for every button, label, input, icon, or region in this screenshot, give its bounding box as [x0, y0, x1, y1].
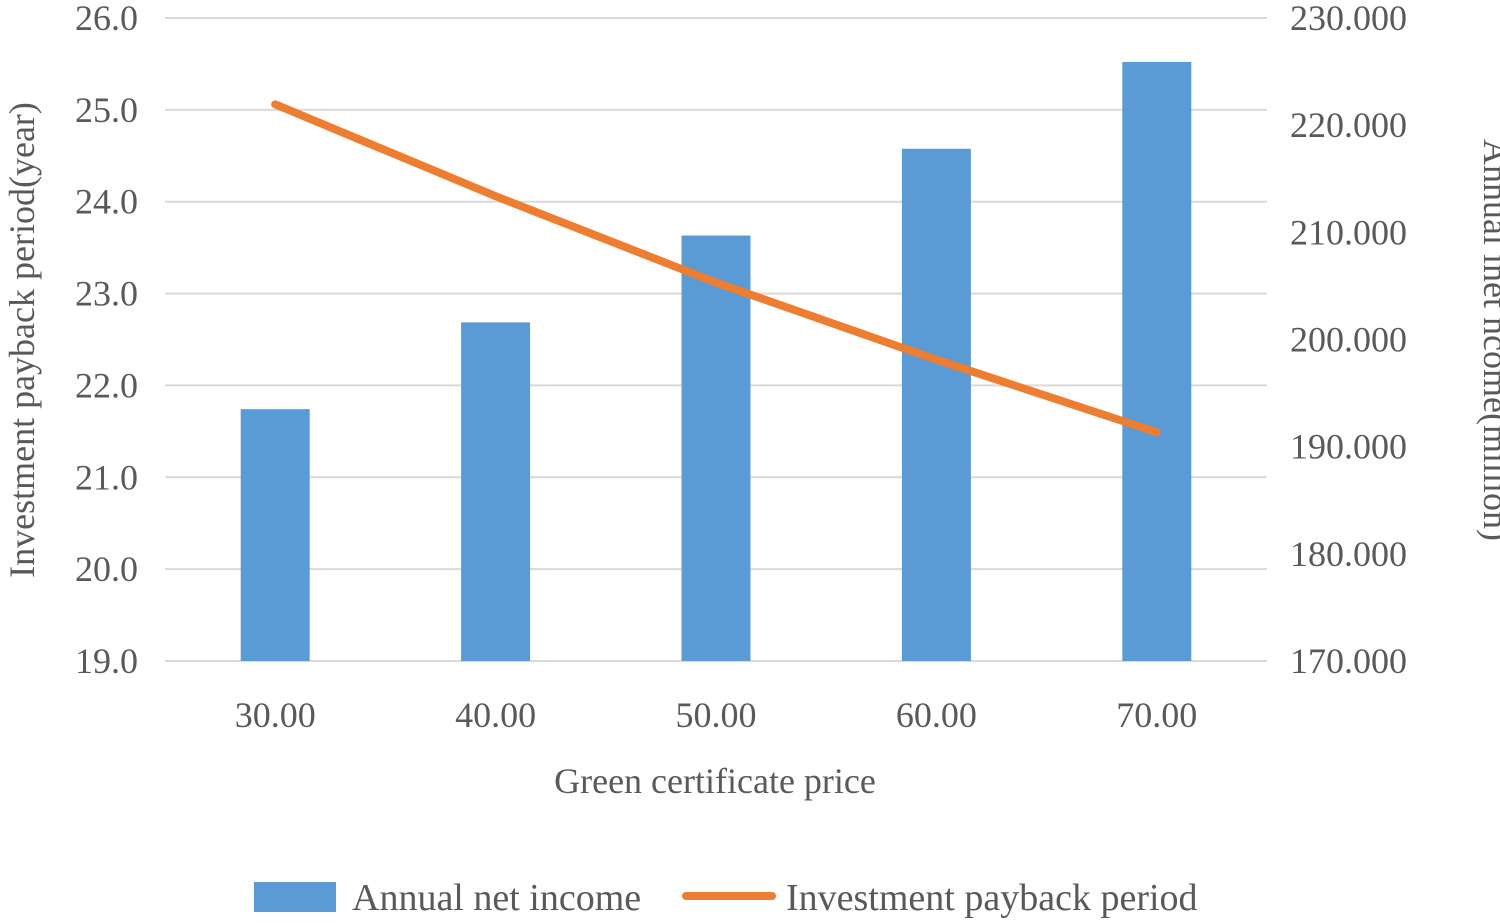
legend: Annual net income Investment payback per… — [254, 877, 1198, 919]
right-tick-label: 200.000 — [1290, 320, 1407, 360]
right-axis-title: Annual inet ncome(million) — [1476, 139, 1500, 541]
bar-annual-net-income — [681, 235, 751, 661]
left-tick-label: 25.0 — [75, 90, 138, 130]
x-axis-ticks: 30.00 40.00 50.00 60.00 70.00 — [235, 695, 1198, 735]
point-investment-payback-period — [273, 102, 278, 107]
legend-label-investment-payback-period: Investment payback period — [786, 877, 1198, 919]
right-tick-label: 170.000 — [1290, 641, 1407, 681]
right-tick-label: 180.000 — [1290, 534, 1407, 574]
x-tick-label: 60.00 — [896, 695, 977, 735]
bar-annual-net-income — [461, 322, 531, 661]
left-tick-label: 20.0 — [75, 549, 138, 589]
point-investment-payback-period — [493, 194, 498, 199]
right-tick-label: 230.000 — [1290, 0, 1407, 38]
x-tick-label: 50.00 — [676, 695, 757, 735]
right-tick-label: 190.000 — [1290, 427, 1407, 467]
x-tick-label: 70.00 — [1116, 695, 1197, 735]
left-axis-ticks: 19.0 20.0 21.0 22.0 23.0 24.0 25.0 26.0 — [75, 0, 138, 681]
bar-series — [240, 61, 1192, 661]
left-tick-label: 19.0 — [75, 641, 138, 681]
line-series — [271, 100, 1161, 437]
left-tick-label: 22.0 — [75, 365, 138, 405]
left-tick-label: 24.0 — [75, 182, 138, 222]
left-tick-label: 26.0 — [75, 0, 138, 38]
point-investment-payback-period — [1154, 430, 1159, 435]
legend-label-annual-net-income: Annual net income — [352, 877, 641, 919]
left-tick-label: 23.0 — [75, 274, 138, 314]
bar-annual-net-income — [1122, 61, 1192, 661]
x-tick-label: 40.00 — [455, 695, 536, 735]
right-tick-label: 210.000 — [1290, 212, 1407, 252]
bar-annual-net-income — [240, 409, 310, 661]
legend-swatch-annual-net-income — [254, 882, 336, 912]
right-axis-ticks: 170.000 180.000 190.000 200.000 210.000 220.0… — [1290, 0, 1407, 681]
point-investment-payback-period — [714, 280, 718, 285]
left-tick-label: 21.0 — [75, 457, 138, 497]
left-axis-title: Investment payback period(year) — [2, 102, 42, 578]
bar-annual-net-income — [901, 148, 971, 661]
x-tick-label: 30.00 — [235, 695, 316, 735]
right-tick-label: 220.000 — [1290, 105, 1407, 145]
point-investment-payback-period — [934, 357, 939, 362]
x-axis-title: Green certificate price — [554, 761, 876, 801]
